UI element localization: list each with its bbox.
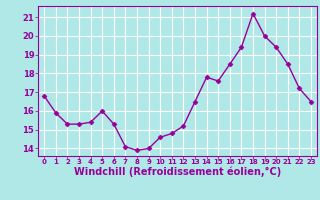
X-axis label: Windchill (Refroidissement éolien,°C): Windchill (Refroidissement éolien,°C) (74, 166, 281, 177)
